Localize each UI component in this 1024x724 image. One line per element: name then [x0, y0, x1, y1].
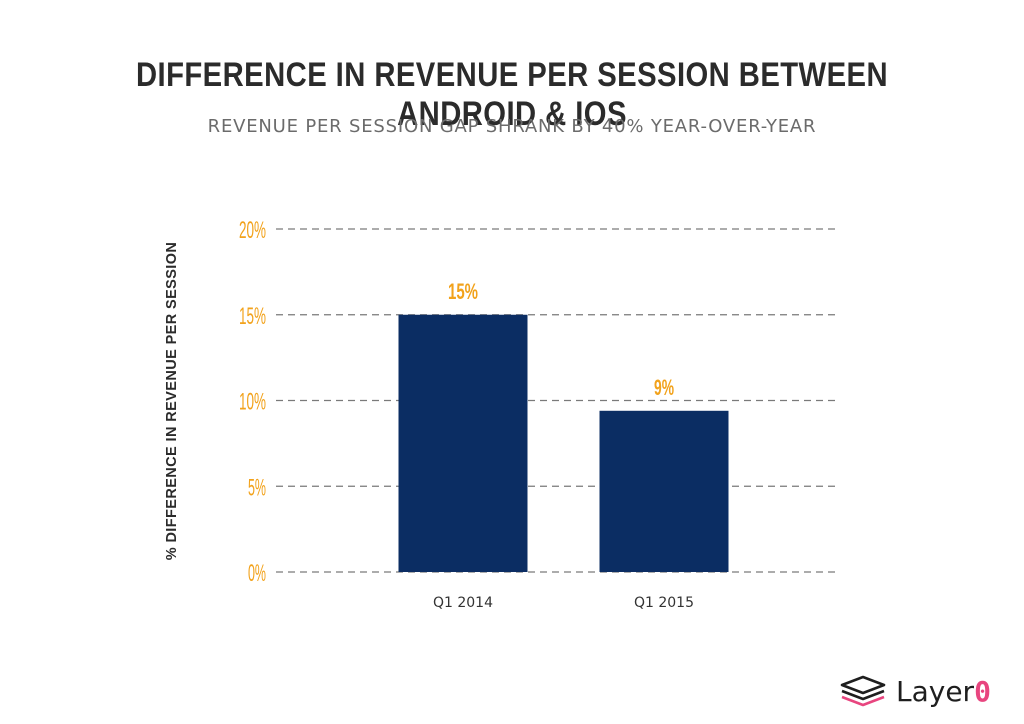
y-axis-label: % DIFFERENCE IN REVENUE PER SESSION [164, 241, 180, 561]
x-tick-label: Q1 2014 [433, 595, 493, 611]
y-tick-label: 15% [239, 303, 266, 330]
data-label: 15% [448, 279, 478, 304]
logo-text-accent: 0 [974, 675, 991, 708]
chart-subtitle: REVENUE PER SESSION GAP SHRANK BY 40% YE… [207, 116, 817, 137]
chart-title: DIFFERENCE IN REVENUE PER SESSION BETWEE… [136, 56, 888, 133]
bar [398, 314, 528, 572]
y-tick-label: 20% [239, 217, 266, 244]
logo-wordmark: Layer0 [896, 678, 991, 706]
x-tick-label: Q1 2015 [634, 595, 694, 611]
y-tick-label: 10% [239, 389, 266, 416]
y-tick-label: 0% [248, 560, 266, 587]
y-tick-label: 5% [248, 474, 266, 501]
bar [599, 410, 729, 572]
brand-logo: Layer0 [840, 672, 991, 712]
logo-text-main: Layer [896, 675, 975, 708]
data-label: 9% [654, 375, 674, 400]
layers-icon [840, 675, 886, 707]
